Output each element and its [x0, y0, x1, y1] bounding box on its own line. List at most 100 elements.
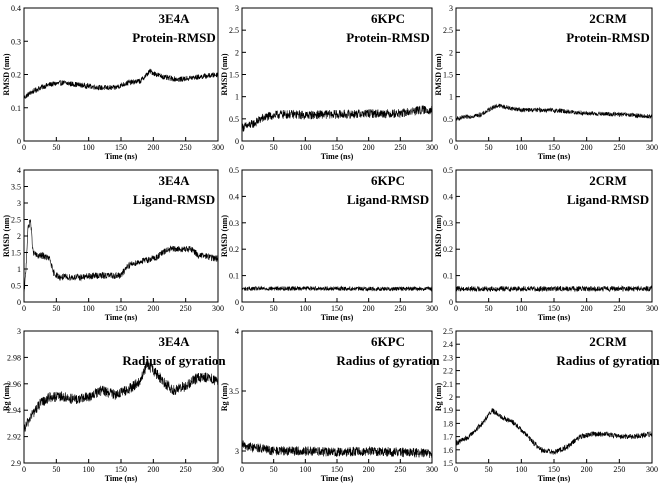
plot-frame [241, 7, 433, 142]
x-tick-label: 250 [394, 465, 406, 474]
series-line [455, 285, 653, 293]
x-tick-label: 250 [180, 304, 192, 313]
x-tick-label: 150 [331, 304, 343, 313]
y-tick-label: 1.5 [443, 459, 453, 468]
panel-title: 3E4A [158, 173, 190, 188]
x-tick-label: 300 [212, 143, 224, 152]
x-tick-label: 300 [646, 143, 658, 152]
x-tick-label: 150 [548, 465, 560, 474]
x-tick-label: 150 [548, 143, 560, 152]
y-tick-label: 2.96 [7, 380, 21, 389]
panel-9: 0 50 100 150 200 250 300 1.5 1.6 1.7 1.8 1.9 2 2.1 2.2… [434, 327, 660, 483]
y-tick-label: 3 [235, 447, 239, 456]
y-tick-label: 1.5 [443, 71, 453, 80]
panel-8: 0 50 100 150 200 250 300 3 3.5 4 Time (ns) Rg (nm) 6… [220, 327, 440, 483]
y-tick-label: 0.5 [229, 115, 239, 124]
y-tick-label: 0.4 [443, 192, 453, 201]
x-tick-label: 50 [52, 143, 60, 152]
panel-title: 3E4A [158, 11, 190, 26]
y-tick-label: 2.94 [7, 406, 21, 415]
y-tick-label: 0.3 [11, 37, 21, 46]
x-tick-label: 200 [363, 304, 375, 313]
y-tick-label: 1.9 [443, 406, 453, 415]
y-tick-label: 2.5 [229, 26, 239, 35]
series-line [241, 285, 433, 292]
x-tick-label: 0 [22, 143, 26, 152]
y-axis-label: Rg (nm) [434, 383, 443, 412]
x-tick-label: 250 [394, 304, 406, 313]
x-tick-label: 250 [394, 143, 406, 152]
y-tick-label: 1 [449, 93, 453, 102]
panel-4: 0 50 100 150 200 250 300 0 0.5 1 1.5 2 2.5 3 3.5 4 Time … [2, 166, 224, 322]
y-tick-label: 0.1 [229, 272, 239, 281]
panel-title: 3E4A [158, 334, 190, 349]
y-axis-label: RMSD (nm) [220, 215, 229, 257]
y-tick-label: 3.5 [229, 387, 239, 396]
panel-title: 2CRM [589, 334, 627, 349]
y-tick-label: 1 [17, 265, 21, 274]
y-tick-label: 1.6 [443, 446, 453, 455]
series-line [23, 68, 219, 100]
plot-frame [455, 7, 653, 142]
series-line [23, 359, 219, 432]
x-tick-label: 100 [515, 465, 527, 474]
plot-frame [241, 330, 433, 464]
x-tick-label: 250 [613, 143, 625, 152]
y-tick-label: 2 [17, 232, 21, 241]
x-tick-label: 200 [147, 465, 159, 474]
x-tick-label: 150 [115, 143, 127, 152]
x-tick-label: 150 [331, 465, 343, 474]
y-tick-label: 2 [235, 48, 239, 57]
panel-subtitle: Protein-RMSD [346, 30, 430, 45]
x-tick-label: 250 [613, 304, 625, 313]
y-tick-label: 0 [449, 137, 453, 146]
y-tick-label: 1.7 [443, 433, 453, 442]
y-tick-label: 0.2 [11, 71, 21, 80]
plot-frame [23, 169, 219, 303]
x-tick-label: 200 [581, 304, 593, 313]
y-tick-label: 0.5 [443, 115, 453, 124]
y-tick-label: 3 [449, 4, 453, 13]
panel-subtitle: Ligand-RMSD [567, 192, 649, 207]
y-tick-label: 2.5 [443, 26, 453, 35]
series-line [455, 407, 653, 455]
y-tick-label: 1.5 [11, 249, 21, 258]
panel-7: 0 50 100 150 200 250 300 2.9 2.92 2.94 2.96 2.98 3 Ti… [2, 327, 226, 483]
y-axis-label: RMSD (nm) [2, 215, 11, 257]
y-tick-label: 0.2 [443, 245, 453, 254]
x-tick-label: 200 [363, 143, 375, 152]
panel-6: 0 50 100 150 200 250 300 0 0.1 0.2 0.3 0.4 0.5 Time (… [434, 166, 658, 322]
x-tick-label: 50 [485, 304, 493, 313]
x-tick-label: 0 [454, 143, 458, 152]
x-tick-label: 50 [270, 143, 278, 152]
y-axis-label: RMSD (nm) [220, 53, 229, 95]
x-tick-label: 300 [426, 143, 438, 152]
x-tick-label: 150 [331, 143, 343, 152]
y-tick-label: 2.1 [443, 380, 453, 389]
x-tick-label: 100 [83, 465, 95, 474]
panel-title: 2CRM [589, 11, 627, 26]
panel-subtitle: Radius of gyration [556, 353, 660, 368]
y-tick-label: 0.4 [11, 4, 21, 13]
y-tick-label: 4 [17, 166, 21, 175]
series-line [455, 103, 653, 121]
panel-title: 6KPC [371, 334, 405, 349]
y-axis-label: RMSD (nm) [2, 53, 11, 95]
x-axis-label: Time (ns) [538, 474, 571, 483]
x-tick-label: 200 [147, 304, 159, 313]
y-tick-label: 0.1 [11, 104, 21, 113]
y-tick-label: 2.3 [443, 353, 453, 362]
y-tick-label: 1.8 [443, 419, 453, 428]
panel-subtitle: Ligand-RMSD [347, 192, 429, 207]
x-axis-label: Time (ns) [321, 152, 354, 161]
panel-subtitle: Radius of gyration [336, 353, 440, 368]
x-tick-label: 50 [485, 143, 493, 152]
y-tick-label: 2.5 [11, 216, 21, 225]
x-axis-label: Time (ns) [105, 313, 138, 322]
panel-3: 0 50 100 150 200 250 300 0 0.5 1 1.5 2 2.5 3 Time (ns)… [434, 4, 658, 161]
y-tick-label: 0 [235, 137, 239, 146]
x-tick-label: 200 [581, 143, 593, 152]
x-tick-label: 250 [613, 465, 625, 474]
y-tick-label: 0.5 [229, 166, 239, 175]
